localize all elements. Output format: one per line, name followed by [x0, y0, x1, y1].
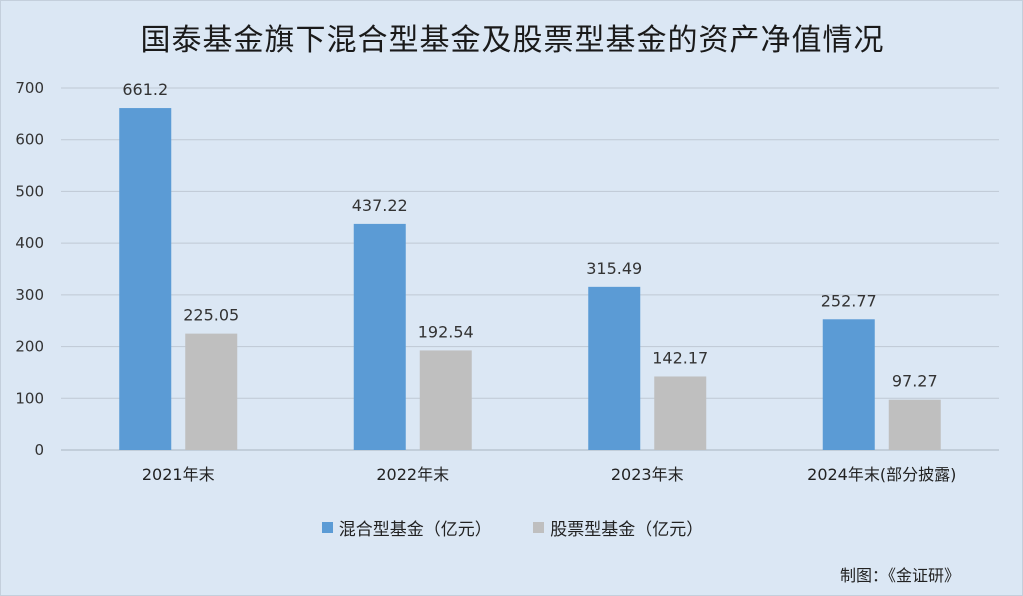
x-category-label: 2024年末(部分披露)	[807, 465, 956, 484]
legend-item-stock-fund: 股票型基金（亿元）	[533, 515, 703, 540]
y-axis-ticks: 0 100 200 300 400 500 600 700	[15, 79, 44, 459]
data-label: 315.49	[586, 259, 642, 278]
data-label: 192.54	[418, 322, 474, 341]
data-label: 97.27	[892, 372, 938, 391]
y-tick-label: 700	[15, 79, 44, 97]
y-tick-label: 100	[15, 389, 44, 407]
y-tick-label: 500	[15, 182, 44, 200]
data-label: 225.05	[183, 306, 239, 325]
data-label: 437.22	[352, 196, 408, 215]
legend-swatch-gray	[533, 522, 545, 533]
y-tick-label: 600	[15, 131, 44, 149]
x-category-label: 2022年末	[376, 465, 449, 484]
data-label: 142.17	[652, 348, 708, 367]
data-label: 661.2	[122, 80, 168, 99]
bar-mixed-fund	[119, 108, 172, 451]
bar-stock-fund	[654, 376, 707, 450]
bar-mixed-fund	[588, 286, 641, 450]
legend-item-mixed-fund: 混合型基金（亿元）	[321, 515, 492, 540]
bar-stock-fund	[888, 399, 941, 450]
y-tick-label: 300	[15, 286, 44, 304]
data-label: 252.77	[821, 291, 877, 310]
x-category-label: 2021年末	[142, 465, 215, 484]
bar-mixed-fund	[822, 319, 875, 450]
y-tick-label: 400	[15, 234, 44, 252]
bar-stock-fund	[185, 333, 238, 450]
chart-title: 国泰基金旗下混合型基金及股票型基金的资产净值情况	[140, 23, 885, 58]
legend-label-stock-fund: 股票型基金（亿元）	[550, 520, 704, 540]
legend-label-mixed-fund: 混合型基金（亿元）	[338, 520, 492, 540]
legend: 混合型基金（亿元） 股票型基金（亿元）	[1, 515, 1023, 540]
bar-mixed-fund	[353, 223, 406, 450]
y-tick-label: 200	[15, 338, 44, 356]
x-category-label: 2023年末	[611, 465, 684, 484]
credit-text: 制图：《金证研》	[839, 566, 960, 585]
bars	[119, 108, 941, 451]
y-tick-label: 0	[34, 441, 44, 459]
bar-stock-fund	[419, 350, 472, 450]
legend-swatch-blue	[321, 522, 333, 533]
data-labels: 661.2 225.05 437.22 192.54 315.49 142.17 252.7…	[122, 80, 937, 391]
x-axis-categories: 2021年末 2022年末 2023年末 2024年末(部分披露)	[142, 465, 956, 484]
